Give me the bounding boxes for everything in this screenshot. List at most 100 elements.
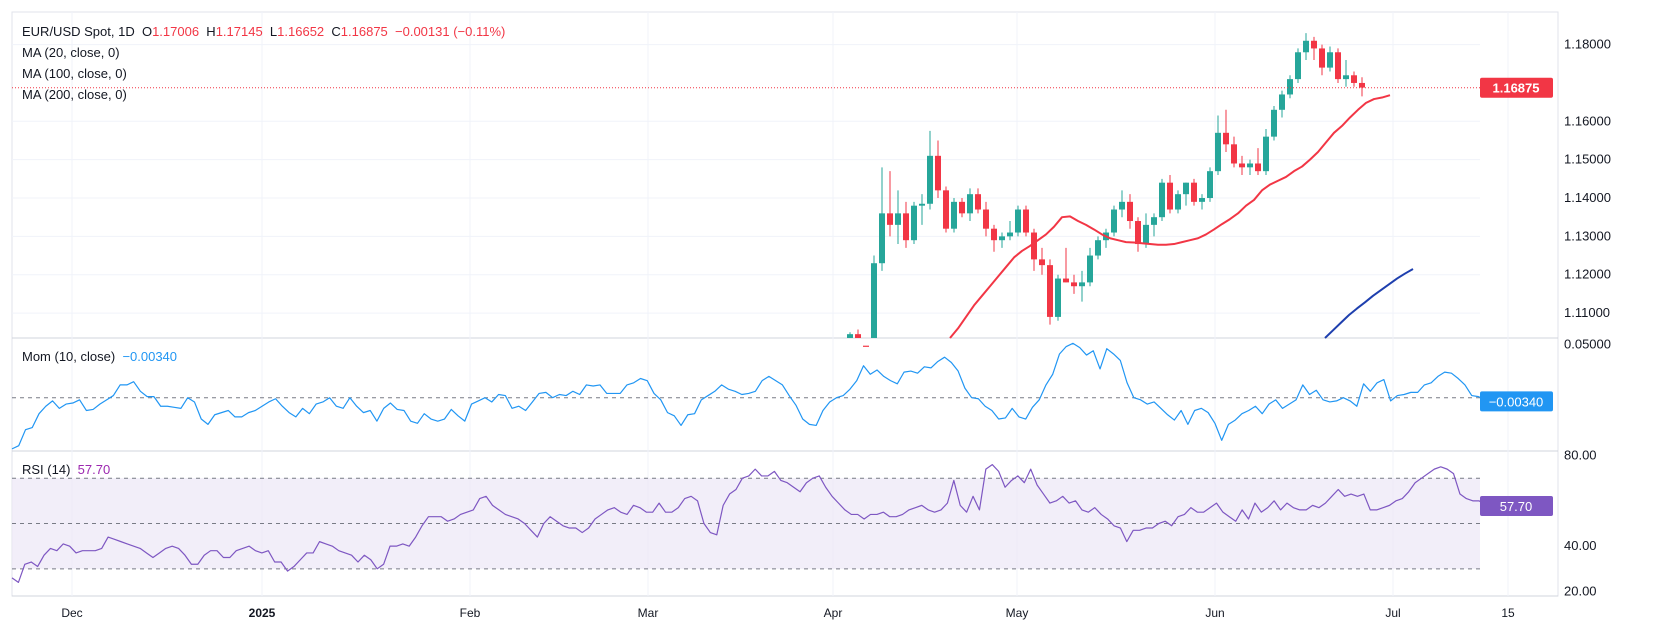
close-value: 1.16875 <box>340 24 388 39</box>
candle-body <box>1023 209 1029 233</box>
candle-body <box>903 213 909 241</box>
price-legend: EUR/USD Spot, 1D O1.17006 H1.17145 L1.16… <box>22 24 505 40</box>
x-tick-label: Feb <box>460 606 481 620</box>
candle-body <box>1255 163 1261 172</box>
momentum-label: Mom (10, close) <box>22 349 116 364</box>
candle-body <box>1359 82 1365 88</box>
low-label: L <box>269 24 278 39</box>
candle-body <box>1335 52 1341 80</box>
price-y-tick: 1.13000 <box>1564 228 1611 243</box>
ma100-legend: MA (100, close, 0) <box>22 66 127 81</box>
candle-body <box>911 205 917 241</box>
candle-body <box>1031 232 1037 260</box>
symbol-title: EUR/USD Spot, 1D <box>22 24 135 39</box>
candle-body <box>1247 163 1253 168</box>
candle-body <box>1351 75 1357 83</box>
candle-body <box>999 236 1005 241</box>
rsi-y-tick: 20.00 <box>1564 583 1597 598</box>
candle-body <box>1055 278 1061 317</box>
high-value: 1.17145 <box>215 24 263 39</box>
candle-body <box>1063 278 1069 283</box>
candle-body <box>927 155 933 204</box>
candle-body <box>1111 209 1117 233</box>
change-value: −0.00131 (−0.11%) <box>395 24 506 39</box>
candle-body <box>1143 224 1149 245</box>
candle-body <box>855 334 861 338</box>
low-value: 1.16652 <box>277 24 325 39</box>
candle-body <box>1295 52 1301 80</box>
candle-body <box>1231 144 1237 164</box>
close-label: C <box>331 24 341 39</box>
candle-body <box>895 213 901 225</box>
candle-body <box>1095 240 1101 256</box>
ma20-line <box>949 94 1391 339</box>
candle-body <box>1071 282 1077 287</box>
candle-body <box>975 194 981 210</box>
candle-body <box>1119 201 1125 210</box>
x-tick-label: May <box>1006 606 1029 620</box>
rsi-legend: RSI (14) 57.70 <box>22 462 110 478</box>
price-y-tick: 1.11000 <box>1564 305 1610 320</box>
price-y-tick: 1.16000 <box>1564 113 1611 128</box>
candle-body <box>1079 282 1085 287</box>
rsi-line <box>11 463 1493 584</box>
candle-body <box>1039 259 1045 266</box>
last-price-text: 1.16875 <box>1493 81 1540 96</box>
candle-body <box>1191 182 1197 202</box>
candle-body <box>1135 221 1141 245</box>
rsi-y-tick: 80.00 <box>1564 448 1597 463</box>
candle-body <box>1151 217 1157 225</box>
price-y-tick: 1.12000 <box>1564 267 1611 282</box>
candle-body <box>847 334 853 338</box>
candle-body <box>879 213 885 264</box>
ma100-line <box>1324 268 1414 339</box>
x-tick-label: Jun <box>1205 606 1224 620</box>
candle-body <box>1183 182 1189 195</box>
rsi-value: 57.70 <box>77 462 111 477</box>
candle-body <box>951 201 957 229</box>
candle-body <box>871 263 877 338</box>
candle-body <box>1263 136 1269 172</box>
ma20-legend: MA (20, close, 0) <box>22 45 120 60</box>
candle-body <box>1015 209 1021 233</box>
candle-body <box>1047 265 1053 317</box>
open-label: O <box>141 24 153 39</box>
momentum-value-text: −0.00340 <box>1489 394 1544 409</box>
candle-body <box>887 213 893 225</box>
candle-body <box>935 155 941 191</box>
candle-body <box>967 194 973 214</box>
momentum-value: −0.00340 <box>122 349 178 364</box>
candle-body <box>1303 40 1309 53</box>
candle-body <box>1215 132 1221 172</box>
candle-body <box>1287 79 1293 95</box>
candle-body <box>1207 171 1213 199</box>
candle-body <box>863 345 869 347</box>
rsi-value-tag <box>1480 496 1553 517</box>
rsi-band <box>12 478 1480 569</box>
candle-body <box>1327 52 1333 68</box>
x-tick-label: Apr <box>824 606 843 620</box>
candle-body <box>1175 194 1181 210</box>
momentum-line <box>11 342 1493 450</box>
candle-body <box>1311 40 1317 49</box>
candle-body <box>1343 75 1349 80</box>
open-value: 1.17006 <box>152 24 200 39</box>
high-label: H <box>206 24 216 39</box>
rsi-value-text: 57.70 <box>1500 499 1533 514</box>
candle-body <box>959 201 965 214</box>
candle-body <box>1007 232 1013 237</box>
x-tick-label: Dec <box>61 606 82 620</box>
candle-body <box>983 209 989 229</box>
x-tick-label: Mar <box>638 606 659 620</box>
ma200-legend: MA (200, close, 0) <box>22 87 127 102</box>
candle-body <box>943 190 949 229</box>
candle-body <box>1159 182 1165 218</box>
price-y-tick: 1.18000 <box>1564 37 1611 52</box>
candle-body <box>1319 48 1325 68</box>
candle-body <box>1239 163 1245 168</box>
candle-body <box>1087 255 1093 283</box>
candle-body <box>1199 198 1205 202</box>
momentum-legend: Mom (10, close) −0.00340 <box>22 349 177 365</box>
candle-body <box>1279 94 1285 110</box>
